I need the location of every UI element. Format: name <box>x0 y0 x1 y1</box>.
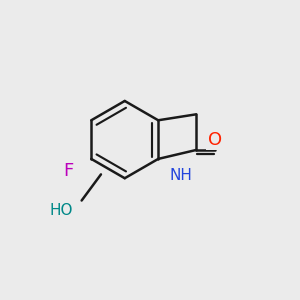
Text: F: F <box>63 162 74 180</box>
Text: O: O <box>208 130 222 148</box>
Text: NH: NH <box>169 168 192 183</box>
Text: HO: HO <box>49 203 73 218</box>
